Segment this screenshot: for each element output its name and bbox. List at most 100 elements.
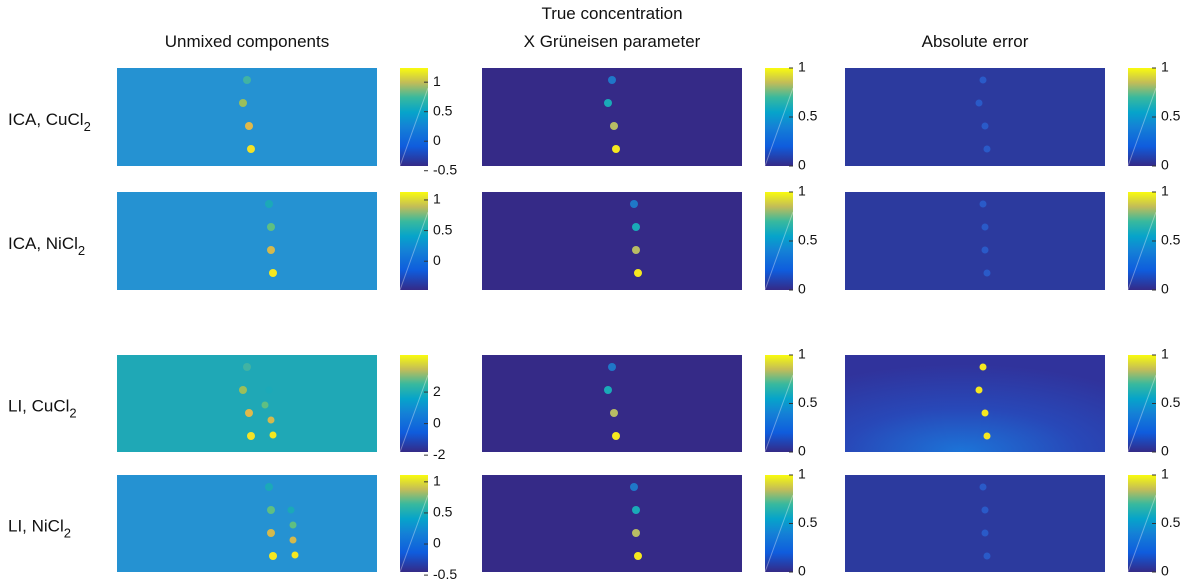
row-label-subscript: 2 <box>64 526 71 541</box>
colorbar <box>1128 68 1156 166</box>
dot <box>976 387 983 394</box>
colorbar <box>1128 192 1156 290</box>
colorbar <box>765 355 793 452</box>
row-label-text: LI, CuCl <box>8 397 69 416</box>
colorbar <box>765 192 793 290</box>
dot <box>267 529 275 537</box>
colorbar <box>1128 355 1156 452</box>
image-panel <box>845 68 1105 166</box>
dot <box>239 99 247 107</box>
colorbar-tick-label: 0 <box>1161 157 1169 173</box>
colorbar-tick-label: 1 <box>1161 346 1169 362</box>
row-label: ICA, CuCl2 <box>8 110 91 134</box>
colorbar-tick-label: 1 <box>1161 183 1169 199</box>
dot <box>265 483 273 491</box>
dot <box>610 409 618 417</box>
dot <box>608 363 616 371</box>
colorbar-tick-label: 0.5 <box>433 504 453 520</box>
colorbar-tick-label: 0 <box>1161 281 1169 297</box>
dot <box>262 402 269 409</box>
dot <box>980 77 987 84</box>
colorbar-tick-label: 0.5 <box>798 108 818 124</box>
column-title: X Grüneisen parameter <box>524 32 701 51</box>
dot <box>612 145 620 153</box>
dot <box>982 224 989 231</box>
colorbar-tick-label: 0.5 <box>1161 108 1181 124</box>
colorbar <box>765 68 793 166</box>
colorbar <box>400 355 428 452</box>
colorbar-tick-label: 1 <box>433 191 441 207</box>
dot <box>982 530 989 537</box>
dot <box>243 76 251 84</box>
colorbar-tick-label: 0.5 <box>1161 514 1181 530</box>
dot <box>267 506 275 514</box>
row-label-text: ICA, NiCl <box>8 234 78 253</box>
row-label-subscript: 2 <box>84 119 91 134</box>
dot <box>270 432 277 439</box>
image-panel <box>117 475 377 572</box>
dot <box>290 537 297 544</box>
column-title: True concentration <box>541 4 682 23</box>
dot <box>632 223 640 231</box>
dot <box>984 433 991 440</box>
dot <box>982 247 989 254</box>
dot <box>632 246 640 254</box>
dot <box>984 553 991 560</box>
colorbar-tick-label: 0.5 <box>433 221 453 237</box>
dot <box>239 386 247 394</box>
colorbar-tick-label: 0 <box>1161 443 1169 459</box>
colorbar-tick-label: 1 <box>1161 59 1169 75</box>
dot <box>269 269 277 277</box>
dot <box>267 223 275 231</box>
column-title: Absolute error <box>922 32 1029 51</box>
colorbar-tick-label: 0.5 <box>1161 232 1181 248</box>
dot <box>267 246 275 254</box>
colorbar-tick-label: 0 <box>798 157 806 173</box>
dot <box>982 507 989 514</box>
colorbar-tick-label: 0 <box>798 281 806 297</box>
dot <box>245 122 253 130</box>
colorbar-tick-label: 0.5 <box>1161 394 1181 410</box>
dot <box>984 146 991 153</box>
image-panel <box>482 192 742 290</box>
colorbar-tick-label: 0.5 <box>798 394 818 410</box>
colorbar-tick-label: 1 <box>798 183 806 199</box>
column-title: Unmixed components <box>165 32 329 51</box>
dot <box>265 200 273 208</box>
image-panel <box>117 192 377 290</box>
colorbar-tick-label: 1 <box>798 59 806 75</box>
colorbar-tick-label: -0.5 <box>433 566 457 582</box>
colorbar-tick-label: 0 <box>798 563 806 579</box>
colorbar <box>1128 475 1156 572</box>
dot <box>269 552 277 560</box>
colorbar-tick-label: 0 <box>798 443 806 459</box>
colorbar-tick-label: 1 <box>1161 466 1169 482</box>
dot <box>984 270 991 277</box>
row-label: ICA, NiCl2 <box>8 234 85 258</box>
dot <box>634 269 642 277</box>
colorbar-tick-label: -0.5 <box>433 161 457 177</box>
colorbar-tick-label: 1 <box>798 346 806 362</box>
dot <box>288 507 295 514</box>
dot <box>266 387 273 394</box>
figure: Unmixed components True concentration X Gr… <box>0 0 1201 582</box>
colorbar <box>400 475 428 572</box>
dot <box>632 529 640 537</box>
row-label-text: ICA, CuCl <box>8 110 84 129</box>
dot <box>243 363 251 371</box>
colorbar-tick-label: 0.5 <box>433 102 453 118</box>
row-label-text: LI, NiCl <box>8 517 64 536</box>
colorbar-tick-label: 0.5 <box>798 232 818 248</box>
dot <box>604 386 612 394</box>
dot <box>245 409 253 417</box>
colorbar-tick-label: 0 <box>433 414 441 430</box>
image-panel <box>845 475 1105 572</box>
dot <box>630 200 638 208</box>
dot <box>290 522 297 529</box>
dot <box>610 122 618 130</box>
image-panel <box>482 475 742 572</box>
colorbar <box>400 68 428 166</box>
dot <box>982 410 989 417</box>
dot <box>980 364 987 371</box>
dot <box>630 483 638 491</box>
